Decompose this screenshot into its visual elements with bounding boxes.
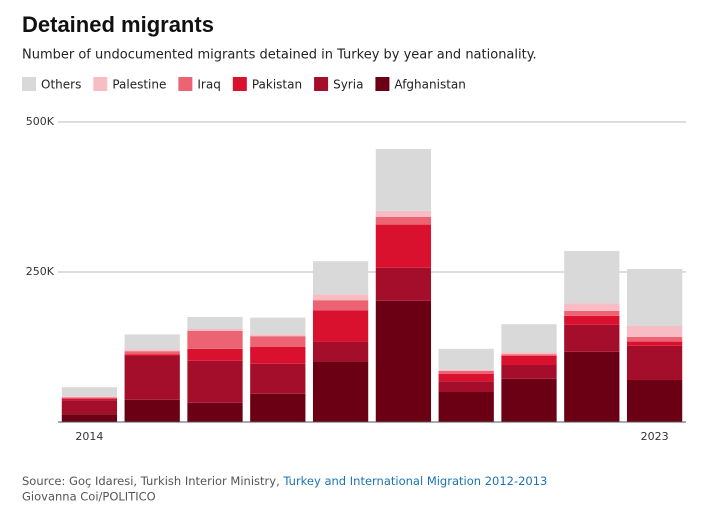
legend-swatch xyxy=(93,77,108,91)
bar-segment xyxy=(124,351,180,355)
x-tick-label: 2014 xyxy=(75,430,103,443)
bar-segment xyxy=(187,402,243,422)
bar-segment xyxy=(564,251,620,304)
bar-segment xyxy=(124,356,180,400)
chart-title: Detained migrants xyxy=(22,12,214,37)
bar-segment xyxy=(501,352,557,355)
source-link[interactable]: Turkey and International Migration 2012-… xyxy=(282,474,547,488)
x-tick-label: 2023 xyxy=(641,430,669,443)
bar-segment xyxy=(564,315,620,325)
bar-segment xyxy=(626,336,683,342)
bar-segment xyxy=(312,310,369,342)
bar-segment xyxy=(312,294,369,301)
bar-segment xyxy=(187,317,243,329)
bar-segment xyxy=(501,324,557,353)
bar-segment xyxy=(187,330,243,349)
bar-segment xyxy=(250,347,306,364)
bar-segment xyxy=(61,398,118,401)
bar-segment xyxy=(187,348,243,361)
bar-segment xyxy=(564,324,620,352)
bar-segment xyxy=(124,354,180,356)
bar-segment xyxy=(124,334,180,350)
legend-swatch xyxy=(178,77,193,91)
source-note: Source: Goç Idaresi, Turkish Interior Mi… xyxy=(22,474,547,488)
legend-label: Afghanistan xyxy=(394,78,465,92)
bar-segment xyxy=(564,303,620,311)
legend-label: Pakistan xyxy=(252,78,302,92)
bar-segment xyxy=(124,349,180,352)
legend-label: Iraq xyxy=(197,78,220,92)
bar-segment xyxy=(375,149,432,211)
bar-segment xyxy=(124,399,180,422)
bar-segment xyxy=(564,351,620,422)
bar-segment xyxy=(375,267,432,301)
bar-segment xyxy=(438,374,494,382)
bar-segment xyxy=(250,334,306,337)
bar-segment xyxy=(626,345,683,380)
bar-segment xyxy=(501,378,557,422)
bar-segment xyxy=(250,393,306,422)
bar-segment xyxy=(250,317,306,335)
legend: Others Palestine Iraq Pakistan Syria Afghanis… xyxy=(22,77,466,92)
bar-segment xyxy=(312,261,369,295)
bar-segment xyxy=(187,360,243,403)
bar-segment xyxy=(61,397,118,399)
bar-segment xyxy=(61,387,118,397)
bar-segment xyxy=(501,365,557,379)
bar-segment xyxy=(61,414,118,422)
y-tick-label: 500K xyxy=(26,115,55,128)
bar-segment xyxy=(375,210,432,217)
bar-segment xyxy=(61,400,118,415)
legend-swatch xyxy=(314,77,329,91)
bar-segment xyxy=(501,354,557,356)
legend-label: Others xyxy=(41,78,81,92)
bar-segment xyxy=(626,326,683,337)
bar-segment xyxy=(438,371,494,374)
bar-segment xyxy=(438,369,494,371)
bar-segment xyxy=(438,381,494,392)
bar-segment xyxy=(61,396,118,398)
credit: Giovanna Coi/POLITICO xyxy=(22,490,156,504)
bar-segment xyxy=(501,356,557,365)
bar-segment xyxy=(187,329,243,331)
bar-segment xyxy=(626,380,683,422)
bar-segment xyxy=(312,341,369,362)
y-tick-label: 250K xyxy=(26,265,55,278)
bar-segment xyxy=(438,392,494,422)
bar-segment xyxy=(375,216,432,225)
bar-segment xyxy=(312,361,369,422)
bar-segment xyxy=(626,269,683,326)
bar-segment xyxy=(312,300,369,311)
chart-subtitle: Number of undocumented migrants detained… xyxy=(22,48,537,63)
bar-segment xyxy=(375,224,432,268)
legend-label: Syria xyxy=(333,78,363,92)
bar-segment xyxy=(250,336,306,347)
source: Source: Goç Idaresi, Turkish Interior Mi… xyxy=(22,474,283,488)
bar-segment xyxy=(250,363,306,394)
bar-segment xyxy=(564,311,620,316)
bar-segment xyxy=(375,300,432,422)
bar-segment xyxy=(438,348,494,370)
legend-label: Palestine xyxy=(112,78,166,92)
legend-swatch xyxy=(22,77,36,91)
bar-segment xyxy=(626,341,683,346)
legend-swatch xyxy=(232,77,247,91)
legend-swatch xyxy=(375,77,390,91)
